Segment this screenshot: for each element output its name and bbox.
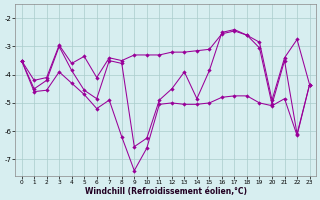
- X-axis label: Windchill (Refroidissement éolien,°C): Windchill (Refroidissement éolien,°C): [84, 187, 247, 196]
